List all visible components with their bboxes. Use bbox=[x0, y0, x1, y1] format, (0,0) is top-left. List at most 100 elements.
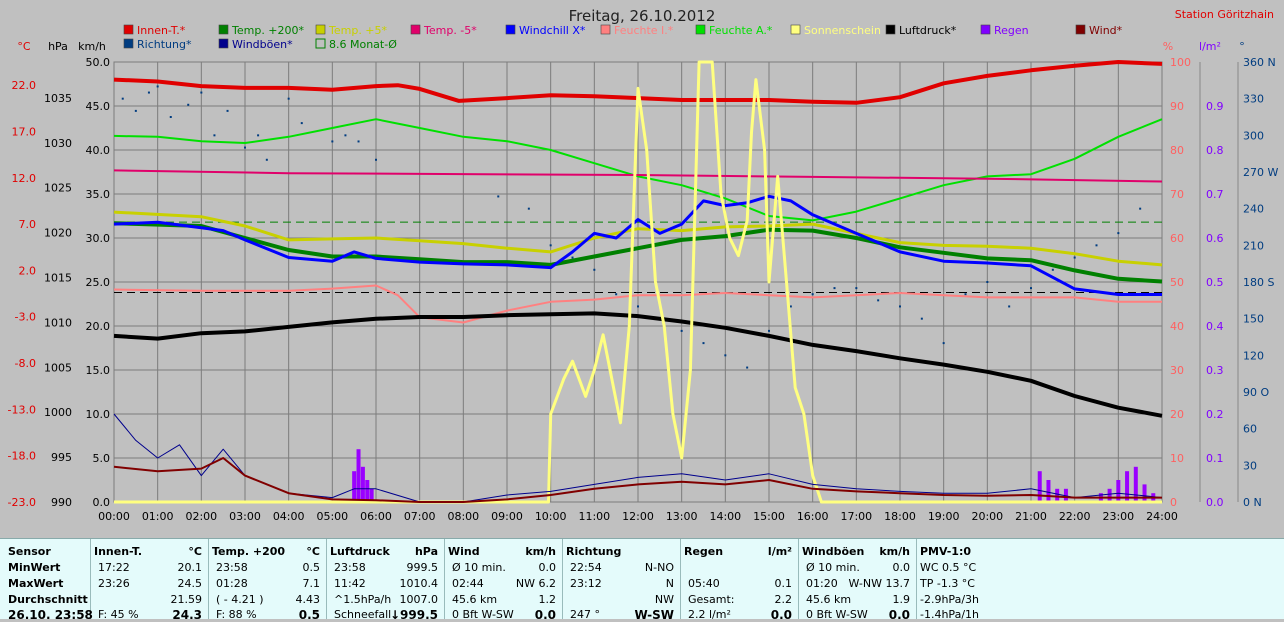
legend-marker bbox=[600, 24, 611, 35]
station-name: Station Göritzhain bbox=[1175, 8, 1274, 21]
cell-label: 23:58 bbox=[216, 561, 248, 574]
direction-tick-label: 300 bbox=[1243, 129, 1264, 142]
speed-tick-label: 20.0 bbox=[86, 320, 111, 333]
direction-tick-label: 30 bbox=[1243, 459, 1257, 472]
direction-point bbox=[287, 97, 290, 100]
humidity-tick-label: 100 bbox=[1170, 56, 1191, 69]
col-header: Wind bbox=[448, 545, 480, 558]
direction-point bbox=[855, 287, 858, 290]
legend-marker bbox=[315, 38, 326, 49]
humidity-tick-label: 90 bbox=[1170, 100, 1184, 113]
direction-point bbox=[1095, 244, 1098, 247]
cell-value: -1.4hPa/1h bbox=[920, 608, 979, 621]
cell-value: 0.0 bbox=[534, 608, 556, 622]
legend-item-windb-en: Windböen* bbox=[218, 38, 293, 51]
direction-point bbox=[768, 329, 770, 332]
col-temp200: Temp. +200 °C 23:58 0.5 01:28 7.1 ( - 4.21 ) 4.… bbox=[208, 539, 327, 622]
direction-point bbox=[375, 158, 377, 161]
col-header: Temp. +200 bbox=[212, 545, 286, 558]
direction-point bbox=[213, 134, 216, 137]
rain-tick-label: 0.9 bbox=[1206, 100, 1224, 113]
speed-tick-label: 0.0 bbox=[93, 496, 111, 509]
pressure-tick-label: 1030 bbox=[44, 137, 72, 150]
cell-label: 05:40 bbox=[688, 577, 720, 590]
cell-value: W-SW bbox=[634, 608, 674, 622]
direction-point bbox=[1030, 287, 1032, 290]
cell-value: 0.1 bbox=[774, 577, 793, 590]
temp-tick-label: -18.0 bbox=[8, 450, 36, 463]
direction-tick-label: 240 bbox=[1243, 203, 1264, 216]
cell-value: -2.9hPa/3h bbox=[920, 593, 979, 606]
rain-bar bbox=[352, 471, 357, 502]
temp-unit-label: °C bbox=[17, 40, 31, 53]
direction-point bbox=[300, 122, 303, 125]
chart-legend: Innen-T.* Temp. +200* Temp. +5* Temp. -5* Wi… bbox=[123, 24, 1123, 51]
legend-item-windchill-x: Windchill X* bbox=[505, 24, 586, 37]
legend-item-sonnenschein: Sonnenschein bbox=[790, 24, 881, 37]
legend-label: Luftdruck* bbox=[899, 24, 957, 37]
speed-unit-label: km/h bbox=[78, 40, 106, 53]
direction-point bbox=[1139, 207, 1142, 210]
speed-tick-label: 40.0 bbox=[86, 144, 111, 157]
pressure-tick-label: 995 bbox=[51, 451, 72, 464]
humidity-tick-label: 70 bbox=[1170, 188, 1184, 201]
row-label: 26.10. 23:58 bbox=[8, 608, 93, 622]
rain-tick-label: 0.1 bbox=[1206, 452, 1224, 465]
col-unit: km/h bbox=[525, 545, 556, 558]
direction-tick-label: 150 bbox=[1243, 313, 1264, 326]
legend-item-temp-200: Temp. +200* bbox=[218, 24, 305, 37]
time-tick-label: 24:00 bbox=[1146, 510, 1178, 523]
summary-table: Sensor MinWert MaxWert Durchschnitt 26.1… bbox=[0, 538, 1284, 622]
legend-label: 8.6 Monat-Ø bbox=[329, 38, 397, 51]
series-luftdruck bbox=[113, 311, 1163, 418]
time-tick-label: 10:00 bbox=[535, 510, 567, 523]
cell-label: 0 Bft W-SW bbox=[806, 608, 868, 621]
rain-bar bbox=[1046, 480, 1051, 502]
direction-point bbox=[877, 299, 880, 302]
direction-tick-label: 330 bbox=[1243, 93, 1264, 106]
time-tick-label: 16:00 bbox=[797, 510, 829, 523]
legend-marker bbox=[980, 24, 991, 35]
cell-label: 45.6 km bbox=[806, 593, 852, 606]
cell-value: N-NO bbox=[644, 561, 674, 574]
time-tick-label: 17:00 bbox=[840, 510, 872, 523]
direction-tick-label: 120 bbox=[1243, 349, 1264, 362]
chart-title: Freitag, 26.10.2012 bbox=[569, 7, 716, 25]
legend-item-feuchte-a: Feuchte A.* bbox=[695, 24, 773, 37]
direction-tick-label: 180 S bbox=[1243, 276, 1274, 289]
col-wind: Wind km/h Ø 10 min. 0.0 02:44 NW 6.2 45.6 km 1.… bbox=[444, 539, 563, 622]
pressure-tick-label: 1000 bbox=[44, 406, 72, 419]
humidity-tick-label: 10 bbox=[1170, 452, 1184, 465]
series-temp-5 bbox=[113, 169, 1163, 183]
time-tick-label: 03:00 bbox=[229, 510, 261, 523]
cell-label: Gesamt: bbox=[688, 593, 735, 606]
time-tick-label: 12:00 bbox=[622, 510, 654, 523]
temp-tick-label: -8.0 bbox=[15, 357, 36, 370]
legend-item-wind: Wind* bbox=[1075, 24, 1123, 37]
rain-bar bbox=[1055, 488, 1060, 502]
legend-label: Temp. +200* bbox=[231, 24, 305, 37]
cell-value: ↓999.5 bbox=[389, 608, 438, 622]
direction-point bbox=[344, 134, 347, 137]
series-windchill-x bbox=[113, 194, 1162, 296]
cell-value: 24.3 bbox=[172, 608, 202, 622]
pressure-tick-label: 990 bbox=[51, 496, 72, 509]
col-druck: Luftdruck hPa 23:58 999.5 11:42 1010.4 ^1.5hPa… bbox=[326, 539, 445, 622]
time-tick-label: 04:00 bbox=[273, 510, 305, 523]
cell-value: 0.5 bbox=[302, 561, 321, 574]
series-temp-5 bbox=[113, 210, 1163, 267]
direction-point bbox=[147, 91, 150, 94]
cell-label: 247 ° bbox=[570, 608, 600, 621]
cell-label: 02:44 bbox=[452, 577, 484, 590]
direction-point bbox=[1051, 268, 1054, 271]
rain-tick-label: 0.0 bbox=[1206, 496, 1224, 509]
direction-tick-label: 90 O bbox=[1243, 386, 1269, 399]
speed-tick-label: 10.0 bbox=[86, 408, 111, 421]
cell-value: TP -1.3 °C bbox=[920, 577, 975, 590]
rain-tick-label: 0.3 bbox=[1206, 364, 1224, 377]
cell-value: 2.2 bbox=[774, 593, 793, 606]
direction-point bbox=[1117, 232, 1120, 235]
direction-point bbox=[527, 207, 530, 210]
direction-tick-label: 360 N bbox=[1243, 56, 1276, 69]
legend-marker bbox=[410, 24, 421, 35]
